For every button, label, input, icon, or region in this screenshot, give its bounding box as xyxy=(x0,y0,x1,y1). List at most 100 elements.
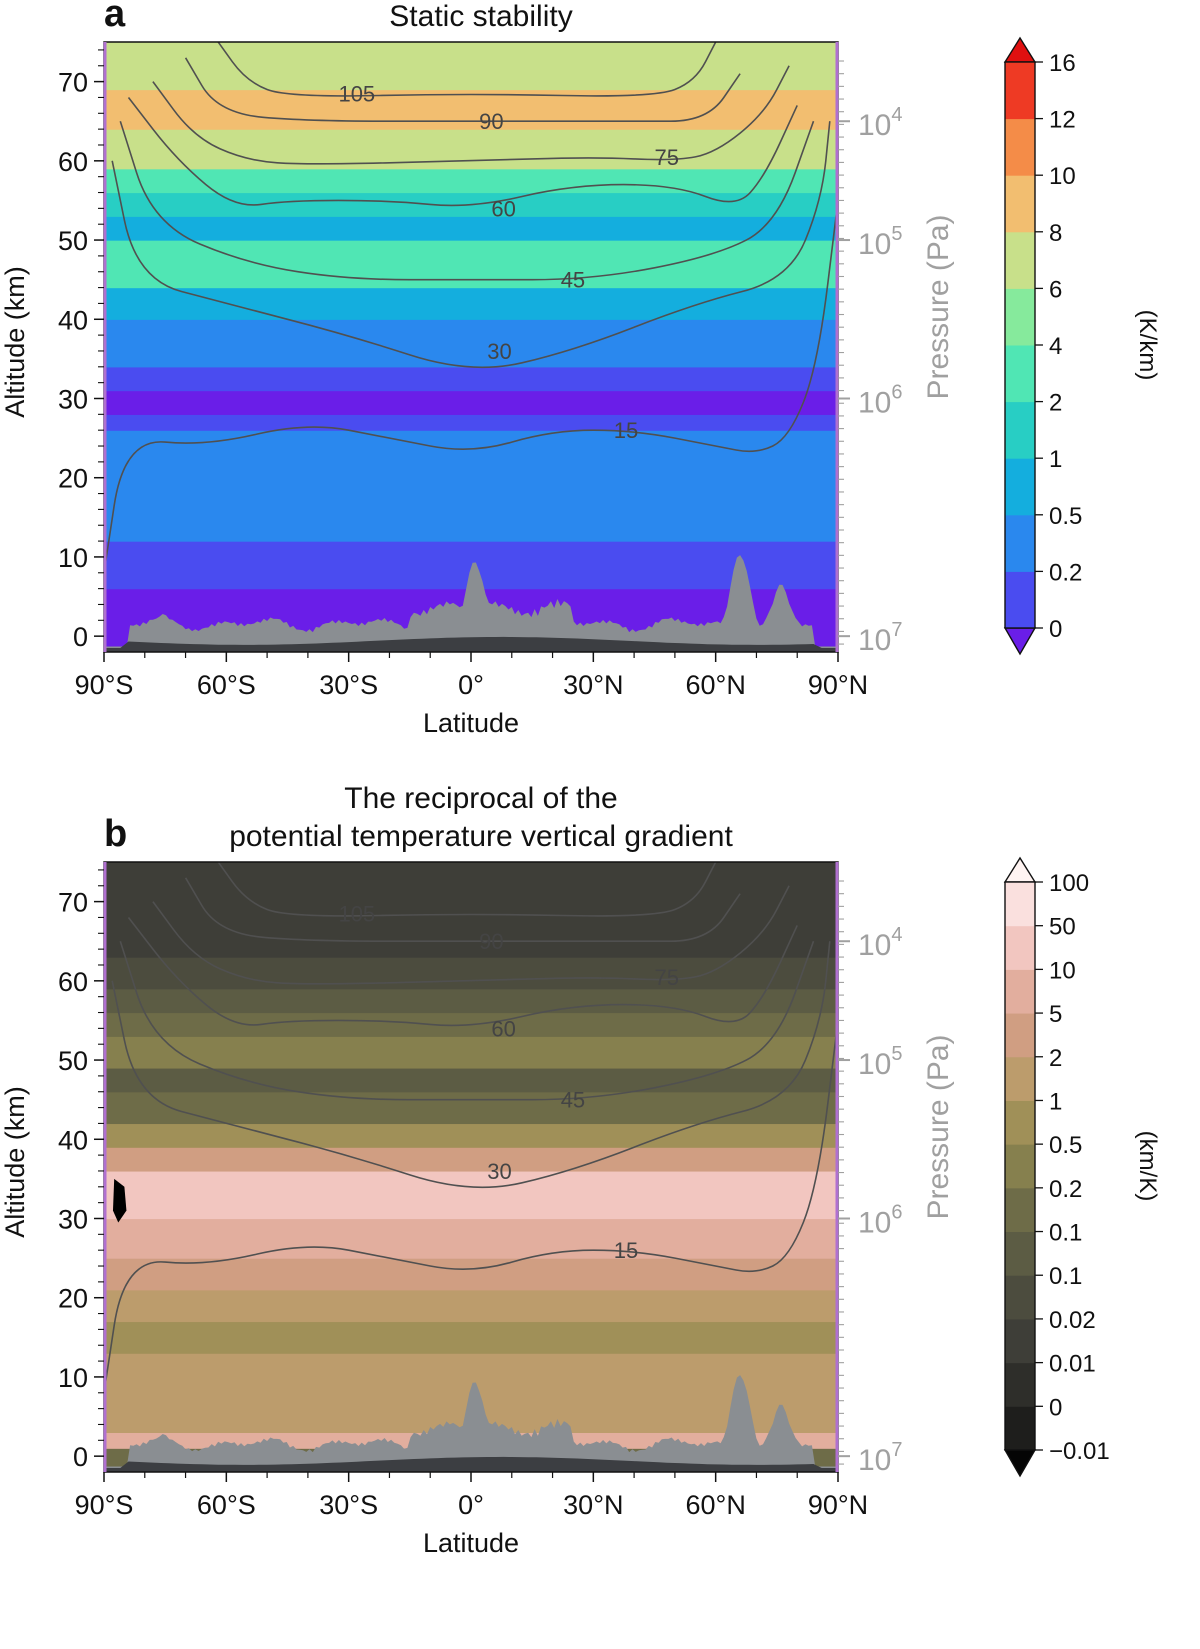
contour-label: 30 xyxy=(487,339,511,364)
contour-line xyxy=(217,42,717,97)
colorbar-tick-label: 5 xyxy=(1049,1001,1062,1028)
colorbar-segment xyxy=(1005,1406,1035,1451)
terrain-base xyxy=(104,1456,838,1472)
colorbar-tick-label: 16 xyxy=(1049,50,1076,77)
pressure-base: 10 xyxy=(858,1206,891,1239)
contour-line xyxy=(104,200,838,573)
pressure-axis-label: Pressure (Pa) xyxy=(922,1034,955,1219)
panel-label: a xyxy=(104,0,126,35)
pressure-tick-label: 104 xyxy=(858,924,903,962)
x-tick-label: 30°S xyxy=(319,670,378,700)
colorbar-segment xyxy=(1005,118,1035,176)
contour-line xyxy=(119,940,815,1101)
pressure-exponent: 4 xyxy=(891,104,902,126)
colorbar-tick-label: 100 xyxy=(1049,870,1089,897)
contour-line xyxy=(152,885,790,985)
contour-label: 105 xyxy=(338,901,375,926)
colorbar-tick-label: 8 xyxy=(1049,220,1062,247)
contour-label: 30 xyxy=(487,1159,511,1184)
color-band xyxy=(104,240,838,289)
y-tick-label: 50 xyxy=(58,1046,88,1076)
color-band xyxy=(104,862,838,958)
colorbar-segment xyxy=(1005,1362,1035,1407)
colorbar-tick-label: 1 xyxy=(1049,446,1062,473)
color-band xyxy=(104,414,838,431)
colorbar-segment xyxy=(1005,925,1035,970)
colorbar-tick-label: 0.02 xyxy=(1049,1307,1096,1334)
contour-line xyxy=(119,120,815,281)
pressure-exponent: 7 xyxy=(891,1439,902,1461)
pressure-exponent: 6 xyxy=(891,381,902,403)
colorbar-tick-label: 0 xyxy=(1049,616,1062,643)
x-tick-label: 60°N xyxy=(686,670,746,700)
colorbar-tick-label: 10 xyxy=(1049,163,1076,190)
color-band xyxy=(104,42,838,91)
colorbar-segment xyxy=(1005,1318,1035,1364)
y-tick-label: 60 xyxy=(58,967,88,997)
colorbar-segment xyxy=(1005,231,1035,289)
color-band xyxy=(104,1123,838,1148)
colorbar-tick-label: 0.1 xyxy=(1049,1220,1082,1247)
contour-label: 90 xyxy=(479,109,503,134)
contour-label: 45 xyxy=(561,268,585,293)
color-band xyxy=(104,1218,838,1259)
colorbar-label: (K/km) xyxy=(1134,310,1161,381)
colorbar: −0.01 0 0.01 0.02 0.1 0.1 0.2 0.5 1 2 5 10 50 100 (km/… xyxy=(1003,856,1161,1478)
color-band xyxy=(104,1258,838,1291)
colorbar-segment xyxy=(1005,401,1035,459)
color-band xyxy=(104,1289,838,1323)
color-band xyxy=(104,430,838,542)
pressure-exponent: 6 xyxy=(891,1201,902,1223)
colorbar-segment xyxy=(1005,175,1035,233)
contour-label: 75 xyxy=(654,145,678,170)
plot-area: 15 30 45 60 75 90 105 xyxy=(104,862,838,1472)
colorbar-segment xyxy=(1005,571,1035,629)
panel-label: b xyxy=(104,813,127,855)
colorbar-tick-label: 50 xyxy=(1049,914,1076,941)
pressure-exponent: 5 xyxy=(891,223,902,245)
color-band xyxy=(104,1067,838,1093)
colorbar-segment xyxy=(1005,1275,1035,1320)
contour-line xyxy=(127,917,798,1027)
colorbar-tick-label: 0.2 xyxy=(1049,1176,1082,1203)
pressure-tick-label: 104 xyxy=(858,104,903,142)
pressure-base: 10 xyxy=(858,624,891,657)
y-tick-label: 40 xyxy=(58,305,88,335)
colorbar-tick-label: 2 xyxy=(1049,1045,1062,1072)
colorbar-segment xyxy=(1005,1056,1035,1101)
color-band xyxy=(104,216,838,241)
colorbar-tick-label: 0.01 xyxy=(1049,1351,1096,1378)
colorbar-segment xyxy=(1005,62,1035,120)
colorbar-tick-label: 0.5 xyxy=(1049,1132,1082,1159)
pressure-tick-label: 106 xyxy=(858,381,903,419)
chart-title: Static stability xyxy=(389,0,572,33)
pressure-base: 10 xyxy=(858,228,891,261)
colorbar-tick-label: 4 xyxy=(1049,333,1062,360)
y-tick-label: 10 xyxy=(58,1363,88,1393)
color-band xyxy=(104,287,838,320)
pressure-tick-label: 107 xyxy=(858,1439,903,1477)
x-axis-label: Latitude xyxy=(423,1528,519,1558)
y-tick-label: 30 xyxy=(58,384,88,414)
color-band xyxy=(104,319,838,368)
contour-label: 45 xyxy=(561,1088,585,1113)
contour-label: 15 xyxy=(614,1238,638,1263)
terrain xyxy=(104,1375,838,1472)
y-tick-label: 70 xyxy=(58,888,88,918)
colorbar-segment xyxy=(1005,288,1035,346)
colorbar-extend-high xyxy=(1003,36,1037,63)
y-tick-label: 60 xyxy=(58,147,88,177)
colorbar-segment xyxy=(1005,345,1035,403)
y-tick-label: 30 xyxy=(58,1204,88,1234)
plot-area: 15 30 45 60 75 90 105 xyxy=(104,42,838,652)
color-band xyxy=(104,988,838,1014)
y-axis-label: Altitude (km) xyxy=(0,266,30,418)
colorbar-tick-label: 12 xyxy=(1049,107,1076,134)
colorbar-segment xyxy=(1005,514,1035,572)
colorbar-segment xyxy=(1005,1187,1035,1233)
color-band xyxy=(104,390,838,415)
colorbar-tick-label: 0.1 xyxy=(1049,1263,1082,1290)
